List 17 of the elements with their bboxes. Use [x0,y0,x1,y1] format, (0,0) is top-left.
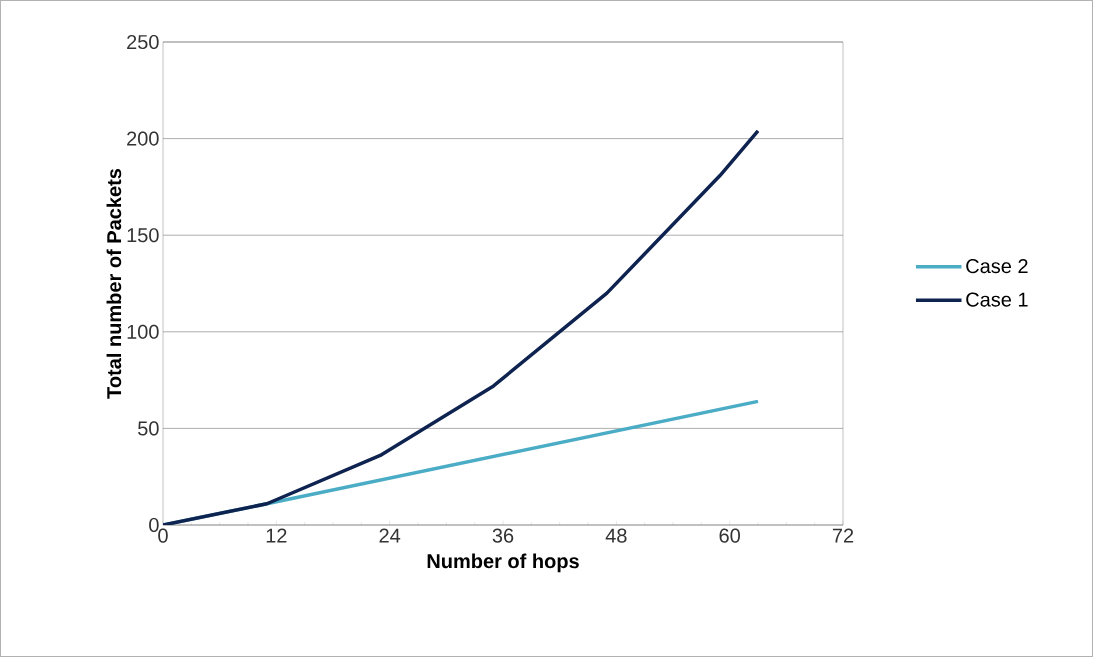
legend-label: Case 2 [966,259,1028,274]
y-tick-label: 200 [127,131,159,146]
x-tick-label: 12 [266,528,287,543]
x-tick-label: 36 [492,528,514,543]
x-tick-label: 24 [379,528,401,543]
y-tick-label: 100 [127,324,159,339]
y-tick-label: 0 [149,517,159,533]
y-tick-label: 250 [127,34,159,50]
y-axis-title: Total number of Packets [106,168,122,399]
legend-label: Case 1 [966,292,1028,307]
line-series [163,129,760,525]
x-axis-title: Number of hops [427,553,579,573]
x-tick-label: 60 [719,528,740,543]
x-tick-label: 48 [605,528,627,543]
y-tick-label: 150 [127,228,159,243]
y-tick-label: 50 [138,421,159,436]
x-tick-label: 72 [832,528,854,543]
